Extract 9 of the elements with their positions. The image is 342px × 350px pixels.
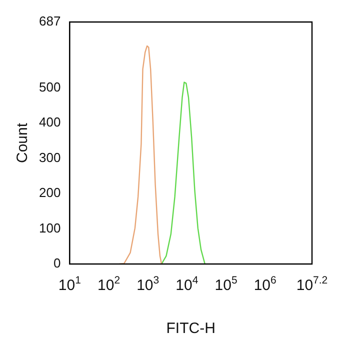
y-tick-label: 300 bbox=[38, 150, 61, 165]
y-tick-label: 400 bbox=[38, 114, 61, 130]
y-tick-label: 100 bbox=[38, 220, 61, 236]
y-tick-label: 200 bbox=[38, 185, 61, 200]
x-axis-title: FITC-H bbox=[166, 320, 216, 338]
y-axis-title: Count bbox=[14, 122, 32, 164]
y-tick-label: 500 bbox=[38, 79, 61, 94]
y-tick-label: 0 bbox=[53, 256, 61, 271]
y-tick-label: 687 bbox=[38, 14, 61, 29]
